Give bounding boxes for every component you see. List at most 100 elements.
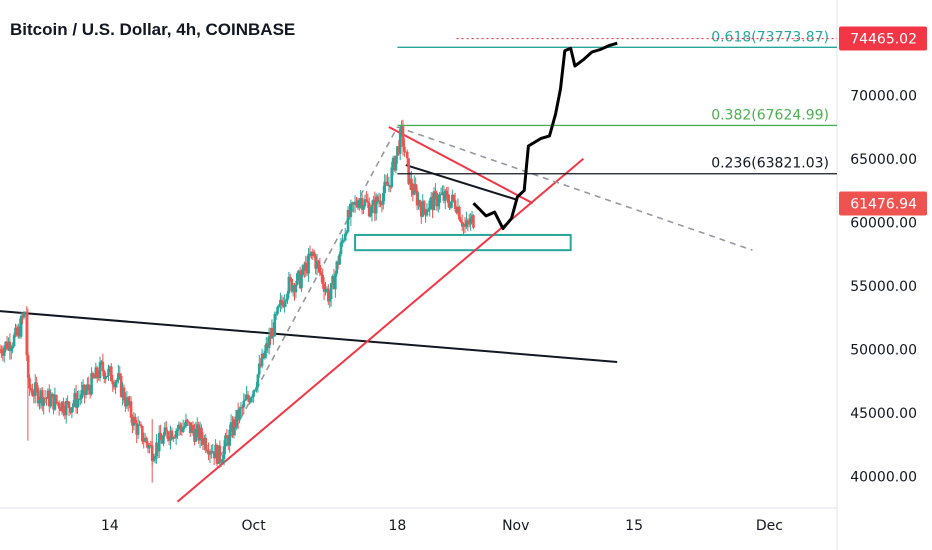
candle-body[interactable] — [181, 427, 185, 433]
candle-body[interactable] — [291, 284, 295, 292]
candle-body[interactable] — [376, 196, 379, 202]
candle-body[interactable] — [304, 262, 308, 271]
candle-body[interactable] — [245, 394, 248, 400]
candle-body[interactable] — [88, 388, 92, 395]
candle-body[interactable] — [100, 361, 103, 363]
trendline-rising-support[interactable] — [176, 157, 585, 503]
candle-body[interactable] — [360, 197, 364, 210]
candle-body[interactable] — [373, 199, 377, 214]
candle-body[interactable] — [80, 389, 84, 399]
candle-body[interactable] — [288, 276, 292, 279]
candle-body[interactable] — [12, 335, 16, 347]
candle-body[interactable] — [428, 200, 432, 210]
candle-body[interactable] — [286, 293, 289, 301]
candle-body[interactable] — [83, 384, 86, 395]
candle-body[interactable] — [53, 394, 57, 410]
candle-body[interactable] — [348, 210, 351, 218]
candle-body[interactable] — [421, 201, 425, 217]
candle-body[interactable] — [221, 459, 224, 462]
candle-body[interactable] — [180, 428, 184, 433]
candle-body[interactable] — [183, 426, 186, 428]
candle-body[interactable] — [60, 401, 64, 412]
candle-body[interactable] — [334, 273, 337, 290]
candle-body[interactable] — [142, 441, 146, 443]
candle-body[interactable] — [114, 382, 117, 388]
candle-body[interactable] — [40, 390, 44, 406]
candle-body[interactable] — [356, 205, 360, 208]
candle-body[interactable] — [332, 276, 336, 290]
candle-body[interactable] — [184, 419, 188, 427]
candle-body[interactable] — [429, 196, 433, 201]
candle-body[interactable] — [186, 419, 189, 422]
candle-body[interactable] — [384, 181, 388, 183]
candle-body[interactable] — [273, 314, 277, 337]
candle-body[interactable] — [95, 367, 99, 377]
candle-body[interactable] — [259, 363, 262, 367]
candle-body[interactable] — [201, 438, 205, 445]
candle-body[interactable] — [338, 254, 341, 265]
candle-body[interactable] — [117, 373, 120, 381]
candle-body[interactable] — [173, 437, 177, 439]
candle-body[interactable] — [310, 251, 313, 257]
candle-body[interactable] — [339, 242, 343, 255]
candle-body[interactable] — [235, 409, 239, 428]
candle-body[interactable] — [67, 401, 71, 409]
candle-body[interactable] — [435, 192, 439, 207]
candle-body[interactable] — [107, 368, 110, 376]
candle-body[interactable] — [256, 374, 260, 388]
candle-body[interactable] — [431, 196, 434, 211]
candle-body[interactable] — [294, 284, 298, 293]
candle-body[interactable] — [427, 209, 430, 212]
candle-body[interactable] — [224, 435, 227, 447]
candle-body[interactable] — [252, 390, 255, 397]
candle-body[interactable] — [219, 461, 223, 463]
candle-body[interactable] — [163, 427, 167, 436]
candle-body[interactable] — [81, 384, 85, 390]
candle-body[interactable] — [125, 397, 129, 407]
candle-body[interactable] — [325, 288, 329, 290]
candle-body[interactable] — [242, 400, 246, 408]
candle-body[interactable] — [472, 215, 475, 228]
candle-body[interactable] — [118, 373, 122, 376]
candle-body[interactable] — [445, 190, 448, 195]
candle-body[interactable] — [143, 437, 147, 442]
candle-body[interactable] — [176, 429, 179, 431]
candle-body[interactable] — [303, 265, 306, 271]
candle-body[interactable] — [459, 219, 463, 223]
candle-body[interactable] — [380, 204, 384, 206]
candle-body[interactable] — [352, 202, 355, 205]
candle-body[interactable] — [124, 400, 127, 407]
candle-body[interactable] — [293, 284, 296, 293]
candle-body[interactable] — [341, 240, 344, 243]
candle-body[interactable] — [229, 422, 233, 430]
candle-body[interactable] — [253, 389, 257, 391]
candle-body[interactable] — [97, 376, 100, 378]
candle-body[interactable] — [355, 201, 358, 206]
candle-body[interactable] — [76, 399, 79, 408]
candle-body[interactable] — [132, 416, 136, 426]
trendline-dashed-trend[interactable] — [219, 126, 399, 458]
candle-body[interactable] — [1, 353, 5, 356]
candle-body[interactable] — [436, 202, 440, 207]
candle-body[interactable] — [404, 151, 408, 153]
candle-body[interactable] — [208, 451, 212, 455]
candle-body[interactable] — [169, 430, 172, 441]
candle-body[interactable] — [393, 157, 396, 171]
candle-body[interactable] — [281, 303, 285, 307]
candle-body[interactable] — [415, 190, 419, 206]
candle-body[interactable] — [318, 264, 322, 273]
candle-body[interactable] — [135, 423, 138, 435]
candle-body[interactable] — [19, 316, 23, 337]
candle-body[interactable] — [79, 398, 82, 400]
support-zone-box[interactable] — [354, 233, 572, 252]
candle-body[interactable] — [418, 200, 422, 207]
candle-body[interactable] — [153, 456, 157, 460]
candle-body[interactable] — [458, 206, 461, 220]
candle-body[interactable] — [177, 424, 181, 430]
candle-body[interactable] — [336, 261, 340, 265]
candle-body[interactable] — [290, 278, 293, 292]
candle-body[interactable] — [42, 397, 45, 406]
candle-body[interactable] — [396, 146, 399, 156]
candle-body[interactable] — [446, 194, 450, 203]
candle-body[interactable] — [110, 366, 113, 382]
